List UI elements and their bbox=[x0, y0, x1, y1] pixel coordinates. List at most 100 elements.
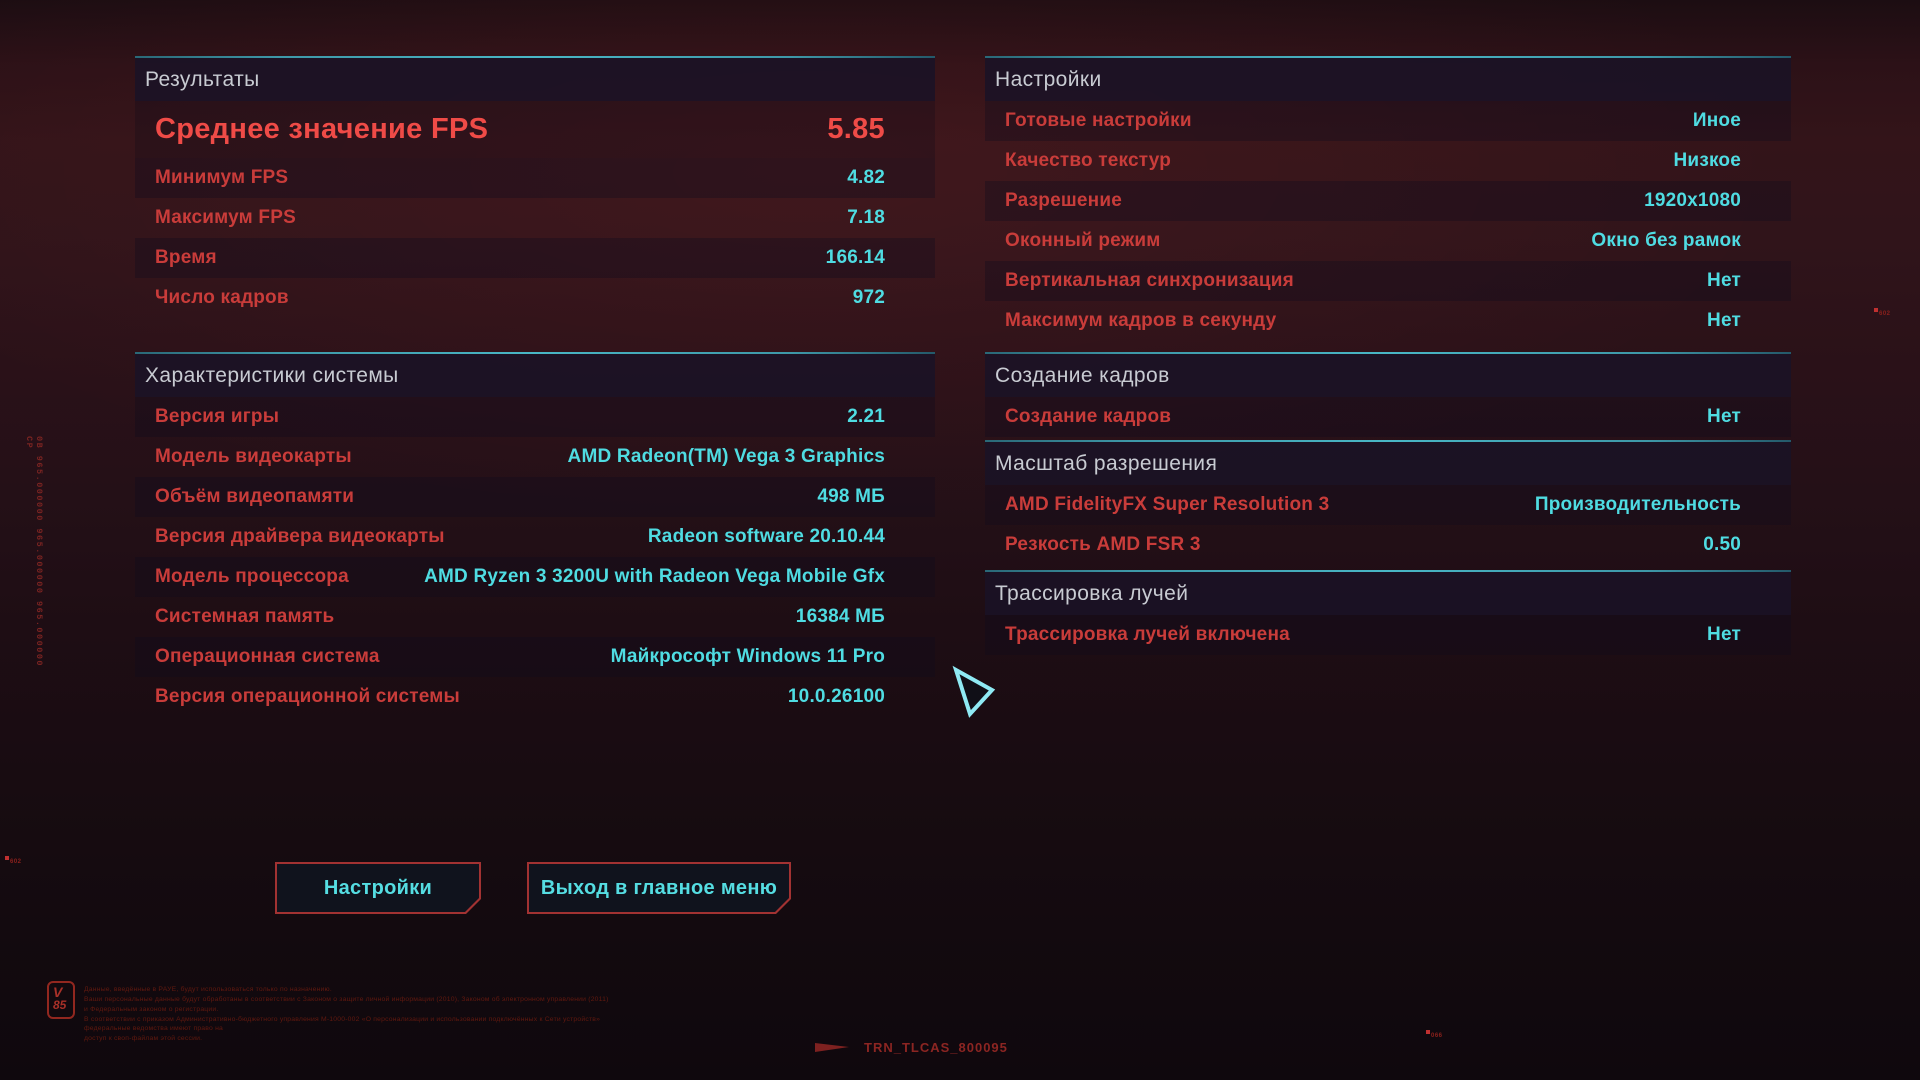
session-id: TRN_TLCAS_800095 bbox=[815, 1040, 1008, 1055]
row-label: Версия операционной системы bbox=[155, 686, 460, 707]
row-value: Майкрософт Windows 11 Pro bbox=[610, 646, 885, 667]
benchmark-row: Максимум кадров в секунду Нет bbox=[985, 301, 1791, 341]
frame-generation-section: Создание кадров Создание кадров Нет bbox=[985, 352, 1791, 437]
benchmark-row: Модель процессора AMD Ryzen 3 3200U with … bbox=[135, 557, 935, 597]
benchmark-row: Число кадров 972 bbox=[135, 278, 935, 318]
row-label: Версия драйвера видеокарты bbox=[155, 526, 445, 547]
resolution-scaling-header: Масштаб разрешения bbox=[985, 442, 1791, 485]
ray-tracing-section: Трассировка лучей Трассировка лучей вклю… bbox=[985, 570, 1791, 655]
row-label: Максимум FPS bbox=[155, 207, 296, 228]
glitch-marker: 066 bbox=[1426, 1030, 1443, 1039]
row-value: 4.82 bbox=[847, 167, 885, 188]
row-value: 0.50 bbox=[1703, 534, 1741, 555]
settings-rows: Готовые настройки Иное Качество текстур Низ… bbox=[985, 101, 1791, 341]
benchmark-row: Версия операционной системы 10.0.26100 bbox=[135, 677, 935, 717]
row-value: Radeon software 20.10.44 bbox=[647, 526, 885, 547]
row-label: Трассировка лучей включена bbox=[1005, 624, 1290, 645]
benchmark-row: Время 166.14 bbox=[135, 238, 935, 278]
row-label: Оконный режим bbox=[1005, 230, 1161, 251]
row-label: Создание кадров bbox=[1005, 406, 1172, 427]
vertical-glitch-text: 0B 965.000000 965.000000 965.000000 CP bbox=[24, 436, 44, 668]
benchmark-row: Версия драйвера видеокарты Radeon softwar… bbox=[135, 517, 935, 557]
pennant-icon bbox=[815, 1042, 849, 1052]
row-value: Низкое bbox=[1673, 150, 1741, 171]
results-rows: Минимум FPS 4.82 Максимум FPS 7.18 Время 166.… bbox=[135, 158, 935, 318]
system-specs-title: Характеристики системы bbox=[145, 363, 399, 387]
row-value: Окно без рамок bbox=[1591, 230, 1741, 251]
disclaimer-line: доступ к своп-файлам этой сессии. bbox=[84, 1035, 203, 1043]
row-value: 10.0.26100 bbox=[787, 686, 885, 707]
row-label: Объём видеопамяти bbox=[155, 486, 355, 507]
row-value: 7.18 bbox=[847, 207, 885, 228]
row-value: Нет bbox=[1707, 624, 1741, 645]
benchmark-row: Разрешение 1920x1080 bbox=[985, 181, 1791, 221]
disclaimer-line: В соответствии с приказом Административн… bbox=[84, 1015, 601, 1033]
benchmark-row: Трассировка лучей включена Нет bbox=[985, 615, 1791, 655]
row-label: Качество текстур bbox=[1005, 150, 1172, 171]
benchmark-row: Версия игры 2.21 bbox=[135, 397, 935, 437]
row-value: Нет bbox=[1707, 310, 1741, 331]
system-specs-rows: Версия игры 2.21 Модель видеокарты AMD Rade… bbox=[135, 397, 935, 717]
benchmark-row: Модель видеокарты AMD Radeon(TM) Vega 3 G… bbox=[135, 437, 935, 477]
row-value: 972 bbox=[852, 287, 885, 308]
benchmark-row: Операционная система Майкрософт Windows 1… bbox=[135, 637, 935, 677]
row-label: Максимум кадров в секунду bbox=[1005, 310, 1277, 331]
benchmark-row: Создание кадров Нет bbox=[985, 397, 1791, 437]
legal-disclaimer: Данные, введённые в РАУЕ, будут использо… bbox=[84, 985, 609, 1044]
glitch-dot-icon bbox=[5, 856, 9, 860]
section-top-line bbox=[985, 56, 1791, 58]
row-value: 1920x1080 bbox=[1644, 190, 1741, 211]
exit-button-label[interactable]: Выход в главное меню bbox=[529, 864, 789, 912]
row-label: Готовые настройки bbox=[1005, 110, 1192, 131]
glitch-dot-icon bbox=[1426, 1030, 1430, 1034]
section-divider-line bbox=[985, 352, 1791, 354]
glitch-marker-text: 066 bbox=[1431, 1033, 1443, 1039]
resolution-scaling-rows: AMD FidelityFX Super Resolution 3 Произво… bbox=[985, 485, 1791, 565]
row-value: 2.21 bbox=[847, 406, 885, 427]
settings-button-label[interactable]: Настройки bbox=[277, 864, 479, 912]
glitch-marker: 602 bbox=[1874, 308, 1891, 317]
ray-tracing-title: Трассировка лучей bbox=[995, 581, 1189, 605]
row-value: 16384 МБ bbox=[795, 606, 885, 627]
frame-generation-rows: Создание кадров Нет bbox=[985, 397, 1791, 437]
average-fps-label: Среднее значение FPS bbox=[155, 113, 489, 145]
average-fps-row: Среднее значение FPS 5.85 bbox=[135, 101, 935, 158]
row-label: Разрешение bbox=[1005, 190, 1122, 211]
settings-button[interactable]: Настройки bbox=[275, 862, 481, 914]
row-value: Производительность bbox=[1534, 494, 1741, 515]
row-label: Модель видеокарты bbox=[155, 446, 352, 467]
exit-to-main-menu-button[interactable]: Выход в главное меню bbox=[527, 862, 791, 914]
row-value: AMD Radeon(TM) Vega 3 Graphics bbox=[567, 446, 885, 467]
results-section: Результаты Среднее значение FPS 5.85 Мин… bbox=[135, 56, 935, 318]
system-specs-header: Характеристики системы bbox=[135, 354, 935, 397]
row-label: Операционная система bbox=[155, 646, 380, 667]
benchmark-row: Системная память 16384 МБ bbox=[135, 597, 935, 637]
results-section-header: Результаты bbox=[135, 58, 935, 101]
row-label: AMD FidelityFX Super Resolution 3 bbox=[1005, 494, 1330, 515]
row-value: AMD Ryzen 3 3200U with Radeon Vega Mobil… bbox=[424, 566, 885, 587]
section-top-line bbox=[135, 56, 935, 58]
benchmark-row: AMD FidelityFX Super Resolution 3 Произво… bbox=[985, 485, 1791, 525]
benchmark-row: Качество текстур Низкое bbox=[985, 141, 1791, 181]
settings-section: Настройки Готовые настройки Иное Качество … bbox=[985, 56, 1791, 341]
glitch-marker-text: 602 bbox=[1879, 311, 1891, 317]
benchmark-row: Готовые настройки Иное bbox=[985, 101, 1791, 141]
row-value: 498 МБ bbox=[817, 486, 885, 507]
row-label: Минимум FPS bbox=[155, 167, 289, 188]
benchmark-row: Резкость AMD FSR 3 0.50 bbox=[985, 525, 1791, 565]
row-value: Иное bbox=[1692, 110, 1741, 131]
row-value: Нет bbox=[1707, 406, 1741, 427]
disclaimer-line: Данные, введённые в РАУЕ, будут использо… bbox=[84, 986, 332, 993]
v85-version-badge: V 85 bbox=[47, 981, 75, 1019]
frame-generation-header: Создание кадров bbox=[985, 354, 1791, 397]
disclaimer-line: Ваши персональные данные будут обработан… bbox=[84, 995, 609, 1013]
section-top-line bbox=[135, 352, 935, 354]
ray-tracing-header: Трассировка лучей bbox=[985, 572, 1791, 615]
glitch-marker: 602 bbox=[5, 856, 22, 865]
row-label: Модель процессора bbox=[155, 566, 349, 587]
benchmark-row: Оконный режим Окно без рамок bbox=[985, 221, 1791, 261]
settings-section-title: Настройки bbox=[995, 67, 1102, 91]
resolution-scaling-section: Масштаб разрешения AMD FidelityFX Super … bbox=[985, 440, 1791, 565]
row-label: Версия игры bbox=[155, 406, 280, 427]
